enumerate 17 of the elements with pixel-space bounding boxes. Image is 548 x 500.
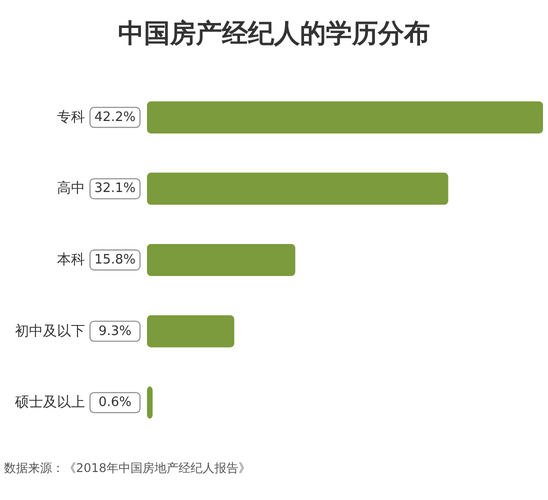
bar [147,386,153,419]
y-tick-label: 硕士及以上 [14,394,85,411]
chart-title: 中国房产经纪人的学历分布 [118,19,430,49]
bar [147,101,543,134]
y-tick-label: 本科 [57,252,85,268]
source-note: 数据来源：《2018年中国房地产经纪人报告》 [4,461,251,475]
bar [147,244,296,276]
bar [147,172,448,205]
y-tick-label: 高中 [57,180,85,197]
data-label: 32.1% [94,181,136,196]
bar [147,315,234,348]
data-label: 0.6% [98,395,132,410]
y-tick-label: 专科 [57,109,85,126]
data-label: 9.3% [98,324,132,339]
data-label: 15.8% [94,252,136,268]
data-label: 42.2% [94,110,136,125]
y-tick-label: 初中及以下 [15,323,85,340]
